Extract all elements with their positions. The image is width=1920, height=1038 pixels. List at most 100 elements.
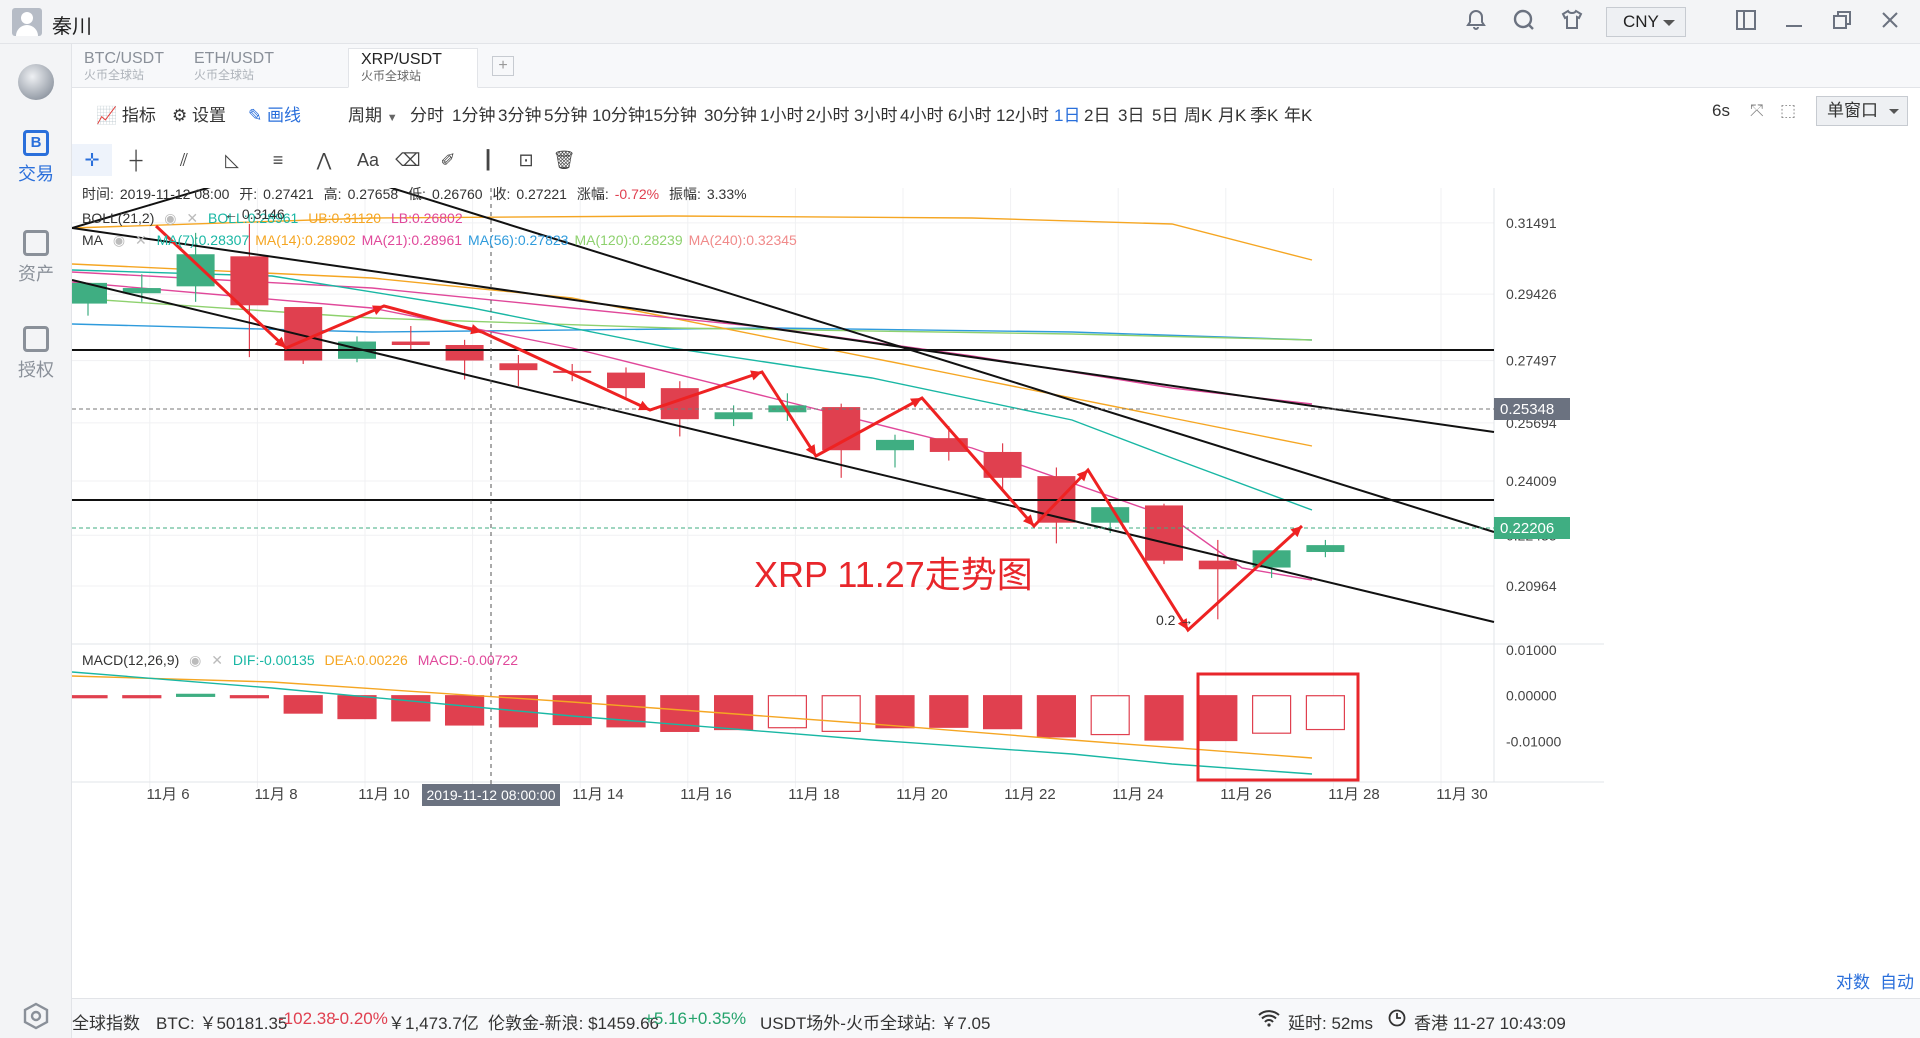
- high-price-mark: ← 0.3146: [224, 206, 285, 222]
- eye-icon[interactable]: ◉: [189, 652, 202, 668]
- period-option[interactable]: 12小时: [996, 106, 1049, 125]
- tab-xrp-usdt[interactable]: XRP/USDT 火币全球站: [348, 48, 478, 88]
- bell-icon[interactable]: [1462, 8, 1490, 36]
- date-axis-label: 11月 28: [1328, 786, 1379, 803]
- latency: 延时: 52ms: [1288, 1014, 1374, 1033]
- period-option[interactable]: 10分钟: [592, 106, 645, 125]
- wallet-icon: [23, 230, 49, 256]
- brush-tool-icon[interactable]: ✐: [440, 150, 456, 170]
- period-option[interactable]: 2日: [1084, 106, 1111, 125]
- horizontal-line-tool-icon[interactable]: ┼: [129, 150, 143, 170]
- date-axis-label: 11月 24: [1112, 786, 1163, 803]
- eraser-tool-icon[interactable]: ⌫: [395, 150, 421, 170]
- period-option[interactable]: 分时: [410, 106, 444, 125]
- macd-bar: [929, 695, 969, 728]
- period-option[interactable]: 1日: [1054, 106, 1081, 125]
- macd-bar: [1251, 695, 1292, 734]
- period-option[interactable]: 30分钟: [704, 106, 757, 125]
- macd-bar: [1144, 695, 1184, 741]
- ma-line: [72, 269, 1313, 511]
- wave-tool-icon[interactable]: ⋀: [316, 150, 332, 170]
- lock-tool-icon[interactable]: ⊡: [518, 150, 534, 170]
- text-tool[interactable]: Aa: [356, 150, 380, 170]
- arrow-head: [1177, 618, 1188, 630]
- tab-pair: XRP/USDT: [361, 51, 442, 68]
- gold-change-pct: +0.35%: [688, 1009, 747, 1028]
- candle-body: [1198, 560, 1237, 570]
- period-option[interactable]: 1分钟: [452, 106, 496, 125]
- shirt-icon[interactable]: [1558, 8, 1586, 36]
- indicator-button[interactable]: 📈 指标: [96, 101, 156, 126]
- restore-icon[interactable]: [1828, 8, 1856, 36]
- chevron-down-icon: ▼: [386, 112, 398, 124]
- eye-icon[interactable]: ◉: [112, 232, 126, 248]
- close-icon[interactable]: ✕: [211, 652, 223, 668]
- chart-area[interactable]: 0.314910.294260.274970.256940.240090.224…: [72, 186, 1920, 992]
- tab-eth-usdt[interactable]: ETH/USDT 火币全球站: [182, 48, 286, 88]
- ma-legend-item: MA(56):0.27823: [468, 232, 569, 248]
- avatar[interactable]: [12, 8, 42, 36]
- period-option[interactable]: 3日: [1118, 106, 1145, 125]
- period-option[interactable]: 季K: [1250, 106, 1279, 125]
- parallel-lines-tool-icon[interactable]: ≡: [272, 150, 284, 170]
- period-option[interactable]: 3小时: [854, 106, 898, 125]
- period-option[interactable]: 5分钟: [544, 106, 588, 125]
- clock-icon: [1388, 1009, 1406, 1032]
- date-axis-label: 11月 20: [896, 786, 947, 803]
- ma-legend-item: MA(120):0.28239: [574, 232, 683, 248]
- title-bar: 秦川 CNY: [0, 0, 1920, 44]
- trendline: [388, 188, 1495, 533]
- delete-tool-icon[interactable]: 🗑: [552, 150, 576, 170]
- fullscreen-icon[interactable]: ⤧: [1750, 101, 1764, 120]
- trendline-tool-icon[interactable]: ⫽: [179, 150, 189, 170]
- period-option[interactable]: 3分钟: [498, 106, 542, 125]
- macd-bar: [337, 695, 377, 720]
- draw-button[interactable]: ✎ 画线: [248, 101, 301, 126]
- layout-icon[interactable]: [1732, 8, 1760, 36]
- search-icon[interactable]: [1510, 8, 1538, 36]
- period-option[interactable]: 2小时: [806, 106, 850, 125]
- btc-volume: ￥1,473.7亿: [388, 1014, 479, 1033]
- period-option[interactable]: 15分钟: [644, 106, 697, 125]
- period-option[interactable]: 1小时: [760, 106, 804, 125]
- boll-lb: LB:0.26802: [390, 210, 463, 226]
- close-icon[interactable]: ✕: [135, 232, 147, 248]
- currency-select[interactable]: CNY: [1606, 7, 1686, 37]
- period-option[interactable]: 4小时: [900, 106, 944, 125]
- period-option[interactable]: 周K: [1184, 106, 1213, 125]
- candle-body: [176, 254, 215, 287]
- period-option[interactable]: 6小时: [948, 106, 992, 125]
- angle-tool-icon[interactable]: ◺: [225, 150, 239, 170]
- chart-title-annotation: XRP 11.27走势图: [754, 554, 1033, 595]
- window-mode-select[interactable]: 单窗口: [1816, 96, 1908, 126]
- minimize-icon[interactable]: [1780, 8, 1808, 36]
- arrow-head: [805, 444, 816, 456]
- refresh-interval[interactable]: 6s: [1712, 101, 1730, 120]
- period-option[interactable]: 月K: [1218, 106, 1247, 125]
- global-index-label[interactable]: 全球指数: [72, 1014, 140, 1033]
- close-icon[interactable]: ✕: [186, 210, 199, 226]
- sidebar-item-auth[interactable]: 授权: [0, 326, 72, 382]
- settings-icon[interactable]: [22, 1002, 50, 1030]
- screenshot-icon[interactable]: ⬚: [1780, 101, 1797, 120]
- boll-legend: BOLL(21,2) ◉ ✕ BOLL:0.28961 UB:0.31120 L…: [82, 210, 469, 227]
- candle-body: [714, 412, 753, 420]
- sidebar-item-assets[interactable]: 资产: [0, 230, 72, 286]
- period-dropdown[interactable]: 周期 ▼: [348, 101, 398, 126]
- period-option[interactable]: 5日: [1152, 106, 1179, 125]
- macd-bar: [982, 695, 1023, 730]
- close-icon[interactable]: [1876, 8, 1904, 36]
- tab-btc-usdt[interactable]: BTC/USDT 火币全球站: [72, 48, 176, 88]
- auto-scale-button[interactable]: 自动: [1880, 973, 1914, 992]
- eye-icon[interactable]: ◉: [164, 210, 177, 226]
- crosshair-tool-icon[interactable]: ✛: [72, 144, 112, 176]
- date-axis-label: 11月 18: [788, 786, 839, 803]
- candle-tool-icon[interactable]: ┃: [482, 150, 494, 170]
- sidebar-item-trade[interactable]: B 交易: [0, 130, 72, 186]
- kline-chart[interactable]: 0.314910.294260.274970.256940.240090.224…: [72, 188, 1920, 988]
- macd-axis-label: -0.01000: [1506, 733, 1561, 749]
- log-scale-button[interactable]: 对数: [1836, 973, 1870, 992]
- period-option[interactable]: 年K: [1284, 106, 1313, 125]
- add-tab-button[interactable]: +: [492, 56, 514, 76]
- settings-button[interactable]: ⚙ 设置: [172, 101, 226, 126]
